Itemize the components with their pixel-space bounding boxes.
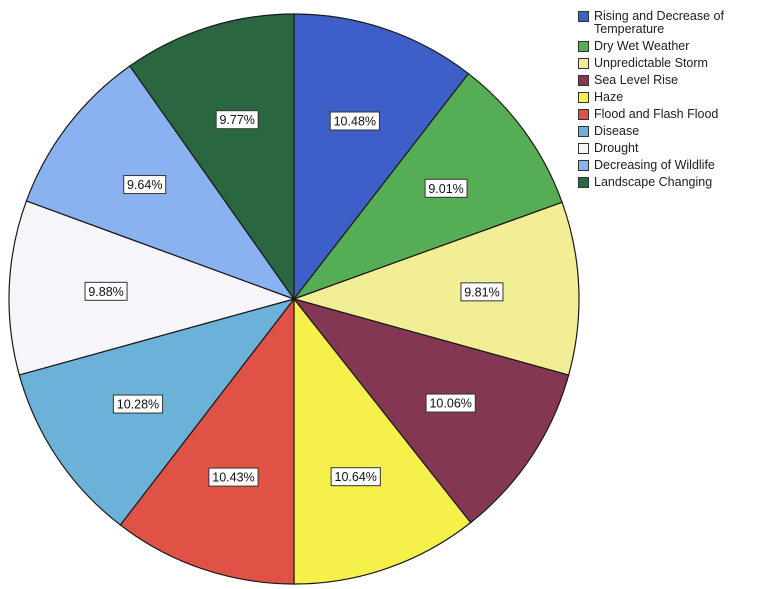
svg-text:10.06%: 10.06% <box>429 397 471 411</box>
legend-item: Landscape Changing <box>578 176 760 189</box>
legend-item: Sea Level Rise <box>578 74 760 87</box>
slice-value-label: 9.77% <box>215 110 259 130</box>
svg-text:9.77%: 9.77% <box>219 113 254 127</box>
slice-value-label: 10.48% <box>329 111 380 131</box>
legend-label: Landscape Changing <box>594 175 713 189</box>
svg-text:10.64%: 10.64% <box>335 470 377 484</box>
slice-value-label: 10.43% <box>208 467 259 487</box>
legend-item: Dry Wet Weather <box>578 40 760 53</box>
legend-swatch <box>578 75 589 86</box>
legend-swatch <box>578 109 589 120</box>
svg-text:9.01%: 9.01% <box>428 182 463 196</box>
legend-label: Flood and Flash Flood <box>594 107 719 121</box>
svg-text:10.28%: 10.28% <box>117 398 159 412</box>
legend-label: Unpredictable Storm <box>594 56 708 70</box>
svg-text:10.43%: 10.43% <box>212 471 254 485</box>
svg-text:9.64%: 9.64% <box>127 178 162 192</box>
legend-swatch <box>578 177 589 188</box>
legend-swatch <box>578 11 589 22</box>
legend-swatch <box>578 58 589 69</box>
svg-text:10.48%: 10.48% <box>334 115 376 129</box>
legend-label: Rising and Decrease of Temperature <box>594 9 724 36</box>
pie-slice <box>292 201 580 376</box>
slice-value-label: 9.88% <box>84 281 128 301</box>
svg-text:9.81%: 9.81% <box>464 285 499 299</box>
legend-item: Decreasing of Wildlife <box>578 159 760 172</box>
legend-swatch <box>578 126 589 137</box>
legend-swatch <box>578 160 589 171</box>
legend-item: Drought <box>578 142 760 155</box>
legend-item: Flood and Flash Flood <box>578 108 760 121</box>
chart-legend: Rising and Decrease of Temperature Dry W… <box>578 10 760 193</box>
legend-label: Disease <box>594 124 640 138</box>
pie-chart: 10.48% 9.01% 9.81% 10.06% 10.64% 10.43% 10.28%… <box>8 13 580 585</box>
slice-value-label: 9.64% <box>123 175 167 195</box>
slice-value-label: 9.81% <box>460 282 504 302</box>
legend-label: Haze <box>594 90 624 104</box>
legend-label: Decreasing of Wildlife <box>594 158 715 172</box>
legend-swatch <box>578 143 589 154</box>
legend-item: Rising and Decrease of Temperature <box>578 10 760 36</box>
pie-slice <box>128 13 295 301</box>
slice-value-label: 10.28% <box>112 394 164 414</box>
slice-value-label: 10.06% <box>425 393 476 413</box>
legend-swatch <box>578 41 589 52</box>
svg-text:9.88%: 9.88% <box>88 285 123 299</box>
legend-label: Sea Level Rise <box>594 73 679 87</box>
legend-item: Unpredictable Storm <box>578 57 760 70</box>
legend-item: Disease <box>578 125 760 138</box>
legend-swatch <box>578 92 589 103</box>
pie-value-labels: 10.48% 9.01% 9.81% 10.06% 10.64% 10.43% 10.28%… <box>84 110 504 487</box>
legend-label: Dry Wet Weather <box>594 39 690 53</box>
slice-value-label: 9.01% <box>424 178 468 198</box>
pie-slice <box>119 297 295 585</box>
legend-item: Haze <box>578 91 760 104</box>
legend-label: Drought <box>594 141 639 155</box>
pie-slice <box>8 200 296 376</box>
slice-value-label: 10.64% <box>330 467 381 487</box>
pie-slice <box>293 297 472 585</box>
pie-slice <box>293 13 470 301</box>
